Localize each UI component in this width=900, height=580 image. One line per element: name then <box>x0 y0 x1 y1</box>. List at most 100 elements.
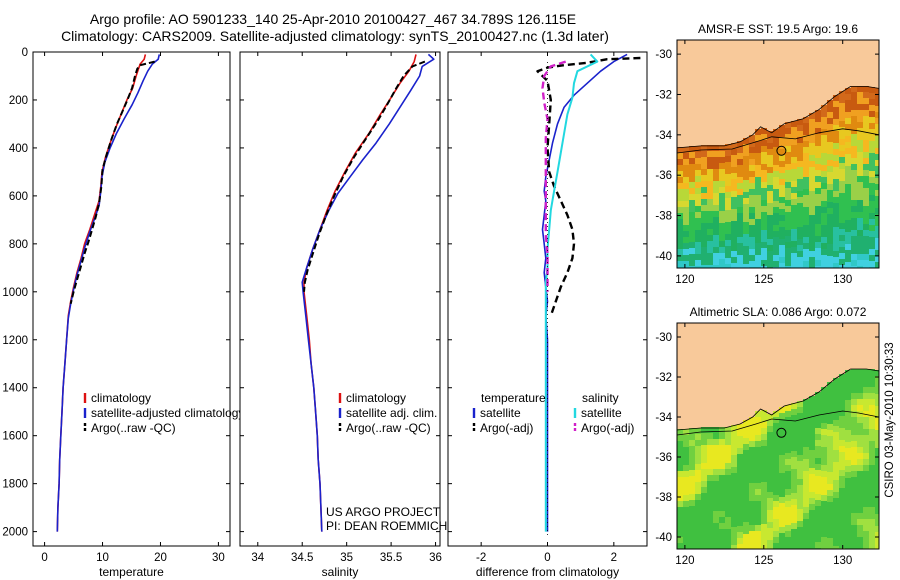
sst-map-pixel <box>773 255 779 261</box>
sla-map-pixel <box>797 545 803 549</box>
difference-profile-series-argo_t <box>536 56 641 317</box>
sla-map-pixel <box>737 490 743 496</box>
sst-map-pixel <box>791 229 797 235</box>
sst-map-pixel <box>797 245 803 251</box>
sst-map-pixel <box>695 206 701 212</box>
sla-map-pixel <box>695 494 701 500</box>
sst-map-pixel <box>713 151 719 157</box>
temperature-profile-ytick-label: 600 <box>9 191 28 203</box>
sla-map-pixel <box>815 512 821 518</box>
sla-map-pixel <box>851 393 857 399</box>
sst-map-pixel <box>845 88 851 94</box>
sst-map-pixel <box>785 146 791 152</box>
sla-map-pixel <box>857 369 863 375</box>
sla-map-pixel <box>743 420 749 426</box>
sst-map-pixel <box>803 261 809 267</box>
sla-map-pixel <box>833 474 839 480</box>
sla-map-pixel <box>677 459 683 465</box>
sst-map-pixel <box>731 245 737 251</box>
sst-map-pixel <box>839 199 845 205</box>
sla-map-pixel <box>731 491 737 497</box>
sla-map-pixel <box>809 444 815 450</box>
sla-map-pixel <box>677 489 683 495</box>
sst-map-pixel <box>809 173 815 179</box>
sst-map-pixel <box>707 211 713 217</box>
sst-map-pixel <box>809 161 815 167</box>
sst-map-pixel <box>725 192 731 198</box>
sst-map-pixel <box>845 238 851 244</box>
sla-map-pixel <box>779 413 785 419</box>
sst-map-pixel <box>845 244 851 250</box>
sla-map-pixel <box>749 465 755 471</box>
sst-map-pixel <box>797 173 803 179</box>
sst-map-pixel <box>677 237 683 243</box>
sst-map-pixel <box>695 266 701 268</box>
sst-map-pixel <box>791 193 797 199</box>
sst-map-pixel <box>857 266 863 268</box>
sla-map-pixel <box>689 536 695 542</box>
sla-map-argo-marker <box>776 427 787 438</box>
sst-map-pixel <box>851 158 857 164</box>
sla-map-pixel <box>707 535 713 541</box>
sla-map-pixel <box>695 542 701 548</box>
sla-map-pixel <box>851 447 857 453</box>
sla-map-pixel <box>749 447 755 453</box>
sla-map-pixel <box>839 494 845 500</box>
sst-map-pixel <box>791 175 797 181</box>
sla-map-pixel <box>809 408 815 414</box>
sst-map-pixel <box>869 147 875 153</box>
sst-map-pixel <box>863 188 869 194</box>
sla-map-pixel <box>809 402 815 408</box>
sla-map-pixel <box>707 529 713 535</box>
sla-map-pixel <box>737 424 743 430</box>
sla-map-pixel <box>767 522 773 528</box>
sst-map-pixel <box>761 164 767 170</box>
sla-map-pixel <box>851 429 857 435</box>
sst-map-pixel <box>785 128 791 134</box>
sst-map-pixel <box>767 191 773 197</box>
sla-map-pixel <box>851 471 857 477</box>
sst-map-pixel <box>803 129 809 135</box>
sla-map-pixel <box>791 493 797 499</box>
sla-map-pixel <box>815 440 821 446</box>
sst-map-pixel <box>731 203 737 209</box>
sla-map-pixel <box>785 471 791 477</box>
sla-map-pixel <box>821 537 827 543</box>
sst-map-pixel <box>743 228 749 234</box>
sst-map-pixel <box>737 219 743 225</box>
sst-map-pixel <box>725 234 731 240</box>
sla-map-pixel <box>737 508 743 514</box>
sla-map-pixel <box>875 424 879 430</box>
sst-map-pixel <box>791 133 797 139</box>
sst-map-pixel <box>857 110 863 116</box>
sla-map-pixel <box>785 507 791 513</box>
sst-map-pixel <box>839 145 845 151</box>
sla-map-pixel <box>743 528 749 534</box>
sla-map-pixel <box>851 519 857 525</box>
sst-map-pixel <box>731 221 737 227</box>
sst-map-pixel <box>857 224 863 230</box>
sst-map-pixel <box>767 215 773 221</box>
sst-map-pixel <box>875 202 879 208</box>
sla-map-pixel <box>851 531 857 537</box>
sla-map-pixel <box>809 480 815 486</box>
sst-map-pixel <box>791 247 797 253</box>
sla-map-pixel <box>845 466 851 472</box>
sst-map-pixel <box>833 101 839 107</box>
difference-profile-xtick-label: -2 <box>476 552 486 564</box>
sla-map-pixel <box>815 482 821 488</box>
sla-map-pixel <box>725 427 731 433</box>
sst-map-ytick-label: -30 <box>655 49 672 61</box>
sla-map-pixel <box>863 393 869 399</box>
sla-map-pixel <box>803 519 809 525</box>
sst-map-pixel <box>707 151 713 157</box>
sst-map-pixel <box>719 211 725 217</box>
sst-map-pixel <box>857 176 863 182</box>
sst-map-pixel <box>845 262 851 268</box>
sla-map-pixel <box>815 494 821 500</box>
sla-map-pixel <box>863 417 869 423</box>
sst-map-pixel <box>827 250 833 256</box>
sst-map-pixel <box>845 232 851 238</box>
sla-map-pixel <box>791 541 797 547</box>
sla-map-pixel <box>857 501 863 507</box>
